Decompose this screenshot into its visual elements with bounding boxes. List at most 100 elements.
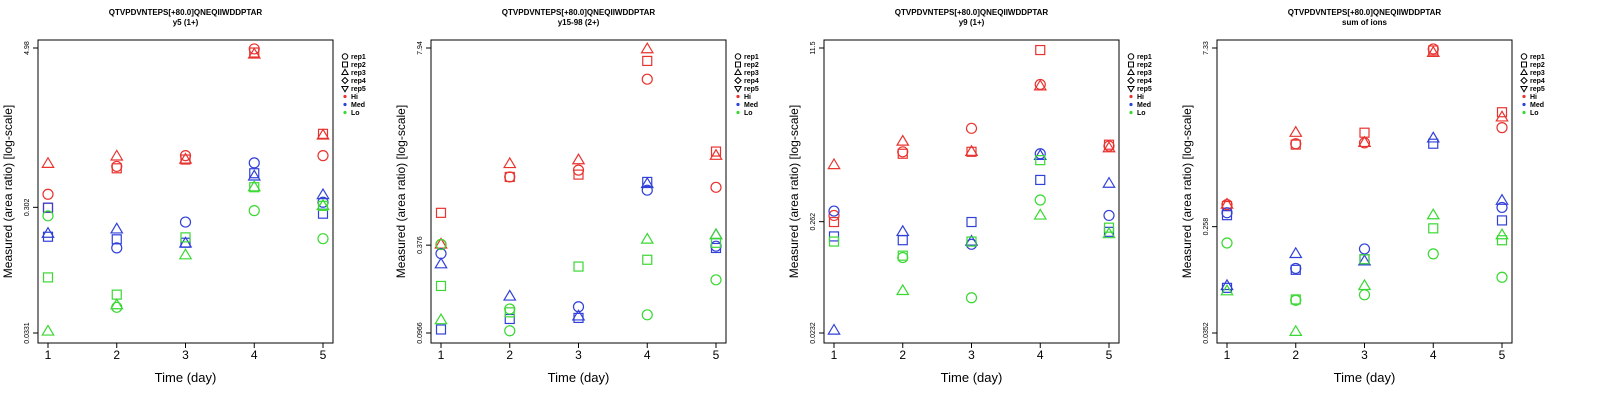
- plot-frame: [1216, 39, 1513, 344]
- data-point: [317, 200, 329, 211]
- x-tick-label: 2: [1292, 348, 1299, 362]
- legend-label: Med: [744, 102, 758, 109]
- data-point: [41, 156, 55, 168]
- y-tick-label: 11.5: [810, 41, 817, 54]
- y-tick-label: 4.98: [24, 41, 31, 55]
- data-point: [828, 231, 840, 242]
- x-axis-label: Time (day): [941, 370, 1003, 385]
- plot-frame: [430, 39, 727, 344]
- legend-marker: [733, 86, 743, 93]
- x-tick-label: 1: [45, 348, 52, 362]
- data-point: [1288, 246, 1303, 259]
- legend-marker: [1522, 110, 1526, 115]
- y-tick-label: 0.0331: [24, 322, 31, 344]
- data-point: [502, 156, 517, 169]
- x-tick-label: 3: [575, 348, 582, 362]
- legend-label: Hi: [351, 94, 358, 101]
- legend-marker: [1129, 110, 1133, 115]
- data-point: [42, 188, 54, 200]
- legend-marker: [1127, 76, 1135, 85]
- data-point: [1495, 110, 1509, 122]
- legend-label: rep1: [1137, 54, 1152, 61]
- data-point: [317, 233, 329, 245]
- data-point: [640, 232, 655, 244]
- data-point: [1034, 194, 1046, 206]
- data-point: [571, 153, 586, 165]
- data-point: [1221, 282, 1233, 293]
- data-point: [41, 226, 55, 238]
- legend-label: Hi: [1137, 94, 1144, 101]
- legend-label: rep5: [744, 86, 759, 93]
- y-tick-label: 0.0352: [1203, 322, 1210, 344]
- data-point: [710, 146, 722, 157]
- y-tick-label: 7.33: [1203, 41, 1210, 55]
- data-point: [109, 149, 124, 161]
- legend-label: Hi: [1530, 94, 1537, 101]
- data-point: [572, 301, 585, 313]
- legend-label: rep4: [351, 78, 366, 85]
- data-point: [248, 157, 260, 169]
- data-point: [178, 152, 193, 164]
- data-point: [1428, 138, 1439, 149]
- y-tick-label: 0.302: [24, 198, 31, 216]
- legend-label: rep5: [1530, 86, 1545, 93]
- legend-marker: [341, 53, 349, 60]
- legend-label: Hi: [744, 94, 751, 101]
- data-point: [1102, 140, 1116, 153]
- data-point: [42, 202, 54, 213]
- data-point: [1221, 210, 1233, 221]
- data-point: [504, 325, 516, 337]
- data-point: [435, 238, 447, 251]
- data-point: [964, 144, 979, 156]
- legend-label: rep4: [1137, 78, 1152, 85]
- data-point: [1103, 222, 1115, 233]
- legend-label: Med: [1137, 102, 1151, 109]
- chart-subtitle: y9 (1+): [959, 18, 985, 27]
- data-point: [828, 205, 840, 217]
- x-axis-label: Time (day): [155, 370, 217, 385]
- data-point: [248, 205, 260, 217]
- legend-marker: [735, 61, 741, 68]
- legend-label: rep2: [351, 62, 366, 69]
- data-point: [828, 209, 840, 222]
- data-point: [1496, 122, 1508, 134]
- data-point: [178, 248, 193, 260]
- legend-marker: [734, 76, 742, 85]
- legend-marker: [1129, 102, 1133, 107]
- legend-marker: [736, 94, 740, 99]
- data-point: [828, 216, 840, 228]
- data-point: [641, 184, 653, 196]
- data-point: [641, 73, 653, 85]
- legend-label: rep4: [1530, 78, 1545, 85]
- legend-label: rep1: [744, 54, 759, 61]
- data-point: [111, 242, 123, 254]
- data-point: [1359, 254, 1370, 265]
- legend-label: rep2: [744, 62, 759, 69]
- legend-marker: [1128, 61, 1134, 68]
- data-point: [897, 235, 908, 246]
- legend-marker: [1129, 94, 1133, 99]
- data-point: [1102, 176, 1116, 188]
- data-point: [502, 289, 517, 301]
- legend-label: Lo: [351, 110, 360, 117]
- data-point: [897, 251, 909, 264]
- data-point: [1290, 294, 1302, 306]
- legend-label: Med: [351, 102, 365, 109]
- data-point: [710, 240, 722, 252]
- data-point: [1426, 131, 1441, 143]
- x-tick-label: 5: [1106, 348, 1113, 362]
- legend-label: rep3: [1137, 70, 1152, 77]
- data-point: [1288, 125, 1303, 137]
- data-point: [42, 272, 54, 283]
- data-point: [316, 128, 330, 140]
- data-point: [1495, 193, 1509, 205]
- legend-label: rep2: [1530, 62, 1545, 69]
- x-tick-label: 1: [438, 348, 445, 362]
- data-point: [111, 301, 123, 313]
- legend-label: rep5: [351, 86, 366, 93]
- chart-title: QTVPDVNTEPS[+80.0]QNEQIIWDDPTAR: [109, 8, 263, 17]
- legend-marker: [734, 53, 742, 60]
- data-point: [895, 283, 910, 296]
